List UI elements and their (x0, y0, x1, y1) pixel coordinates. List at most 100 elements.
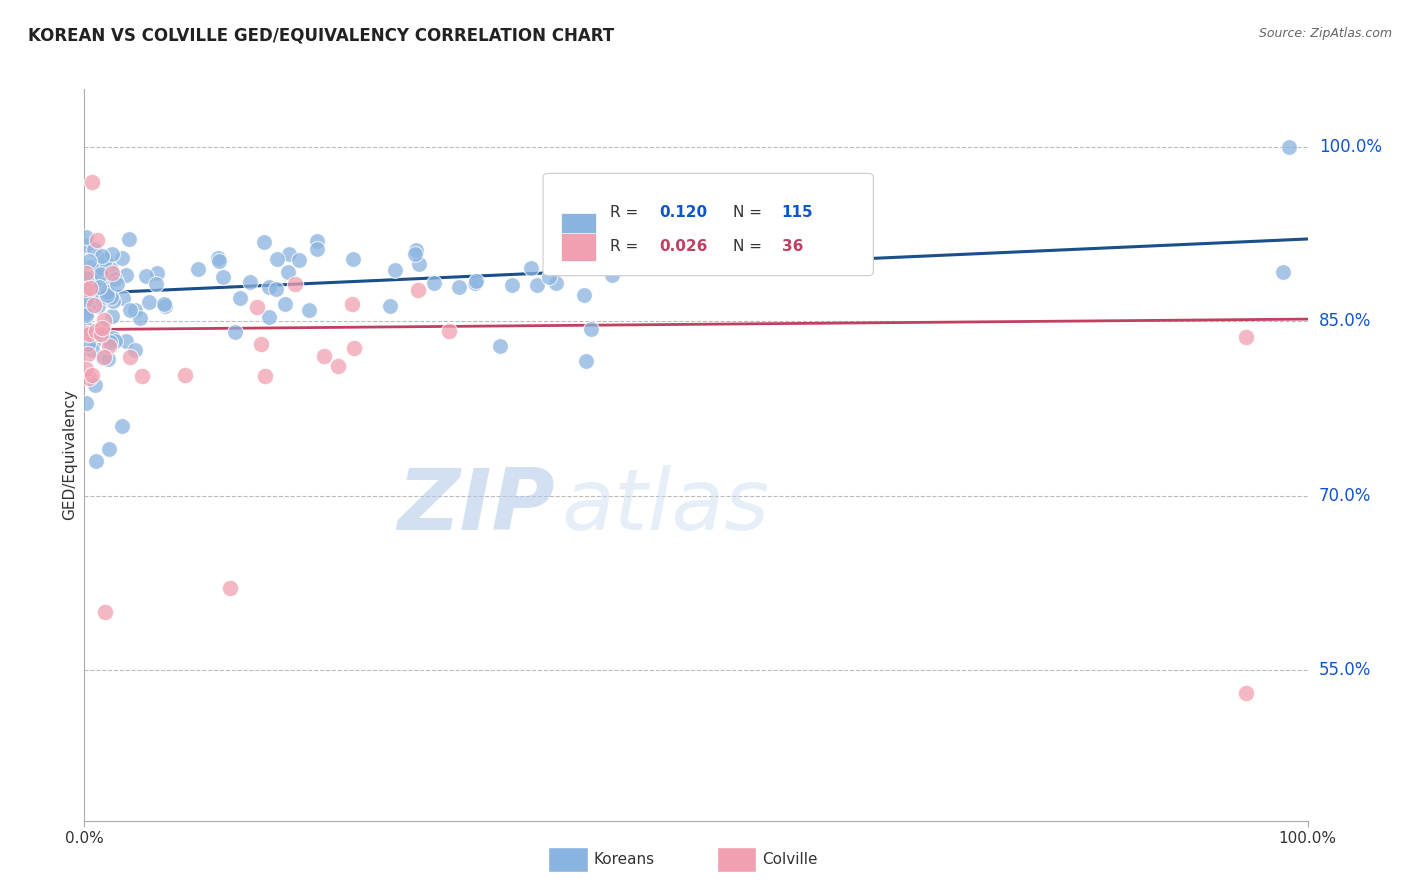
Point (80, 368, 103, 382)
Point (250, 336, 273, 351)
Point (76, 337, 98, 351)
Point (96, 285, 118, 299)
Point (257, 280, 280, 294)
Point (91, 321, 114, 335)
Point (305, 242, 328, 256)
Point (278, 246, 301, 260)
Point (94, 277, 117, 292)
Point (266, 252, 288, 266)
Text: N =: N = (733, 239, 766, 254)
Point (75, 361, 97, 376)
Text: KOREAN VS COLVILLE GED/EQUIVALENCY CORRELATION CHART: KOREAN VS COLVILLE GED/EQUIVALENCY CORRE… (28, 27, 614, 45)
Text: 55.0%: 55.0% (1319, 661, 1371, 679)
Text: R =: R = (610, 204, 644, 219)
Point (259, 310, 281, 324)
Point (224, 325, 246, 339)
Point (212, 270, 235, 285)
Point (77, 254, 100, 268)
Point (129, 310, 152, 325)
Point (75, 230, 97, 244)
Point (408, 257, 430, 271)
Point (75, 270, 97, 285)
Point (79, 280, 101, 294)
Point (1234, 330, 1257, 344)
Point (77, 370, 100, 384)
Point (83, 274, 105, 288)
Point (138, 295, 160, 310)
Point (75, 268, 97, 282)
Point (86, 233, 108, 247)
Text: Koreans: Koreans (593, 853, 654, 867)
Point (298, 303, 321, 318)
Point (229, 291, 252, 305)
Point (91, 351, 114, 365)
Point (145, 277, 167, 291)
Point (80, 343, 103, 358)
Point (79, 260, 101, 274)
Point (135, 269, 157, 284)
Point (96, 290, 118, 304)
Point (464, 277, 486, 291)
Point (342, 252, 364, 267)
Point (489, 339, 512, 353)
Point (526, 278, 548, 293)
Point (93, 351, 115, 365)
Point (288, 252, 311, 267)
Point (124, 343, 146, 357)
Point (112, 291, 135, 305)
Point (437, 324, 460, 338)
Point (75, 305, 97, 319)
Point (1272, 265, 1295, 279)
Point (111, 418, 134, 433)
Bar (561, 212, 596, 240)
Point (79, 327, 101, 342)
Point (94, 605, 117, 619)
Text: N =: N = (733, 204, 766, 219)
Point (384, 263, 406, 277)
Point (98, 442, 121, 456)
Point (84, 377, 107, 392)
Point (100, 261, 122, 276)
Point (100, 332, 122, 346)
Point (449, 280, 471, 294)
Point (80, 175, 103, 189)
Point (75, 282, 97, 296)
Point (380, 299, 402, 313)
Point (114, 268, 136, 282)
Point (75, 395, 97, 409)
Point (94, 252, 117, 267)
Point (75, 320, 97, 334)
Text: R =: R = (610, 239, 644, 254)
Point (546, 276, 568, 290)
Point (1278, 140, 1301, 154)
Point (91, 249, 114, 263)
Point (86, 327, 108, 342)
Point (87, 299, 110, 313)
Point (118, 232, 141, 246)
Point (104, 334, 127, 348)
Point (208, 253, 231, 268)
Point (87, 280, 110, 294)
Point (254, 369, 277, 384)
Point (79, 282, 101, 296)
Point (97, 338, 120, 352)
FancyBboxPatch shape (543, 173, 873, 276)
Point (284, 277, 307, 291)
Point (406, 283, 429, 297)
Point (501, 278, 523, 293)
Point (153, 297, 176, 311)
Point (98, 334, 121, 349)
Text: ZIP: ZIP (398, 465, 555, 548)
Text: 0.120: 0.120 (659, 204, 707, 219)
Y-axis label: GED/Equivalency: GED/Equivalency (62, 390, 77, 520)
Text: Source: ZipAtlas.com: Source: ZipAtlas.com (1258, 27, 1392, 40)
Point (83, 298, 105, 312)
Point (118, 302, 141, 317)
Point (75, 237, 97, 252)
Point (75, 309, 97, 323)
Point (118, 351, 141, 365)
Point (312, 349, 335, 363)
Point (86, 325, 108, 339)
Point (146, 266, 169, 280)
Point (83, 242, 105, 256)
